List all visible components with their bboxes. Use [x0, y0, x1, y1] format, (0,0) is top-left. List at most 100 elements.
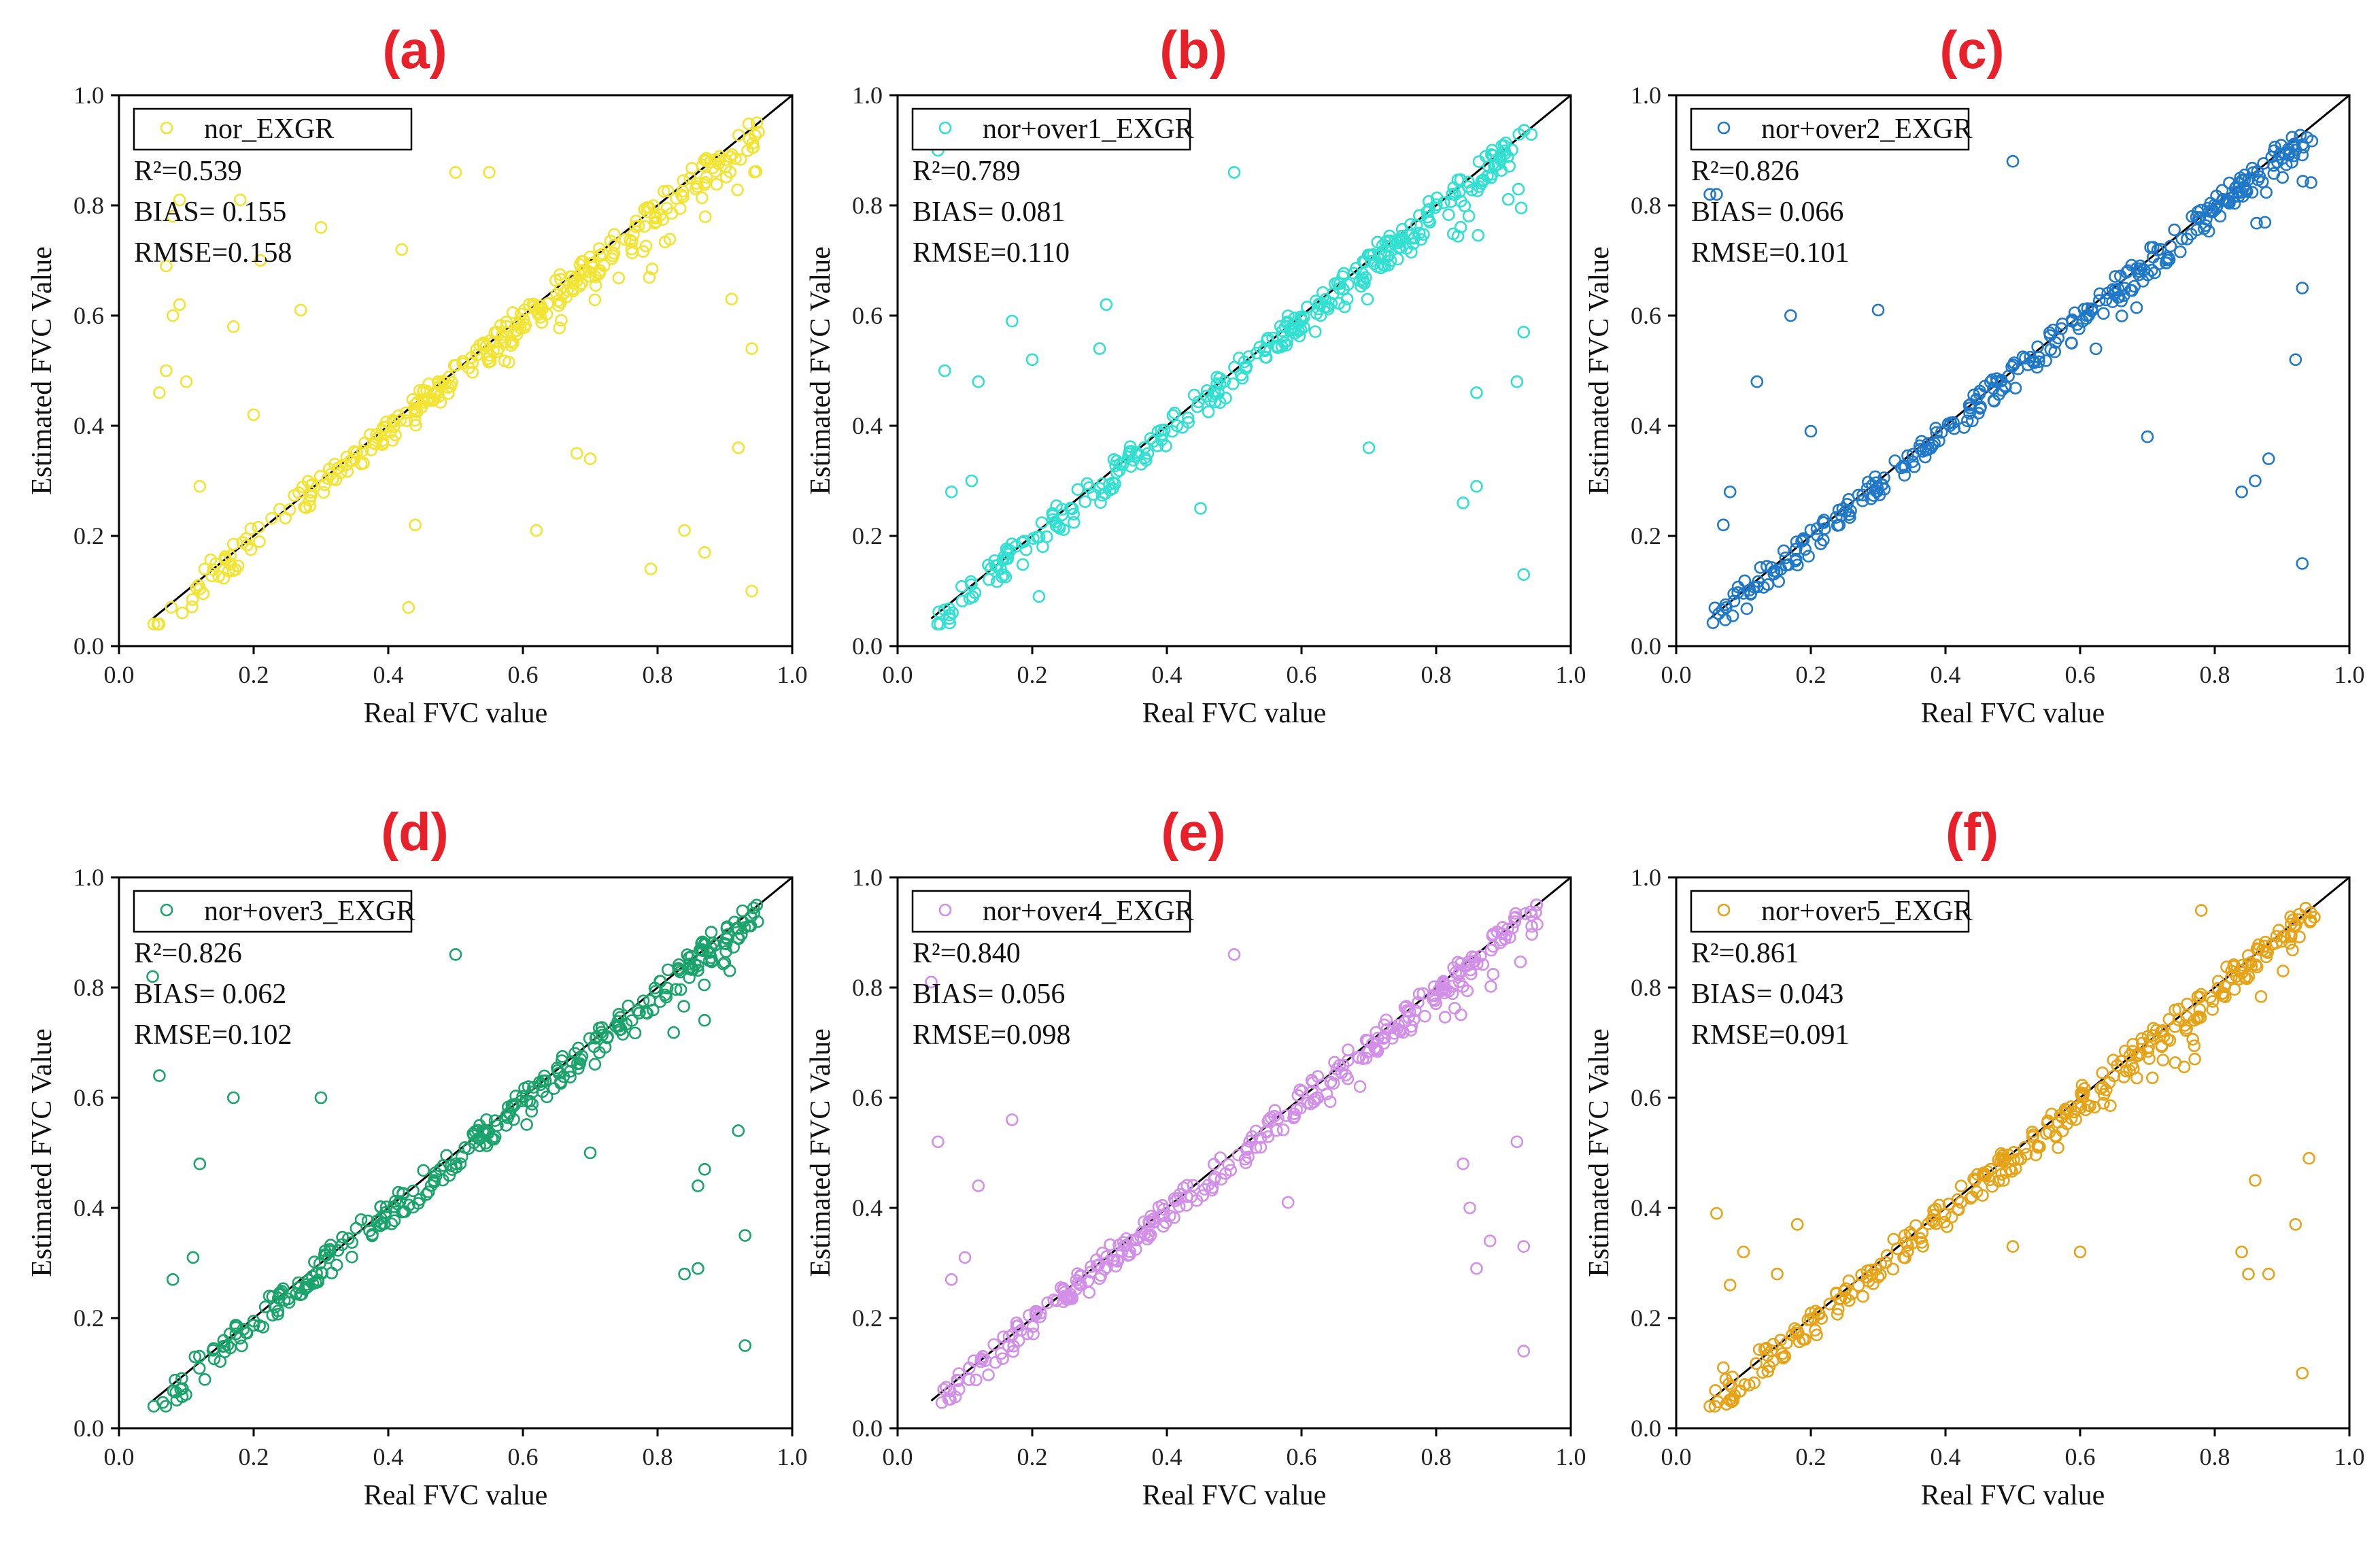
- data-point: [2099, 1083, 2113, 1097]
- data-point: [1898, 469, 1911, 482]
- data-point: [1774, 1334, 1787, 1347]
- data-point: [1387, 1020, 1399, 1034]
- data-point: [748, 165, 761, 179]
- data-point: [683, 962, 696, 975]
- data-point: [698, 210, 712, 224]
- data-point: [1006, 1328, 1019, 1341]
- data-point: [223, 1327, 237, 1341]
- y-tick-label: 1.0: [1631, 864, 1661, 891]
- data-point: [2006, 1240, 2020, 1253]
- data-point: [704, 926, 718, 939]
- data-point: [556, 1050, 569, 1063]
- data-point: [1790, 542, 1803, 556]
- data-point: [657, 185, 670, 198]
- data-point: [2262, 1267, 2275, 1281]
- data-point: [626, 246, 639, 260]
- data-point: [932, 1135, 945, 1149]
- data-point: [233, 193, 247, 207]
- data-point: [1750, 1357, 1763, 1370]
- legend-marker: [160, 903, 173, 917]
- data-point: [1512, 182, 1525, 196]
- data-point: [1200, 384, 1214, 397]
- data-point: [490, 326, 504, 339]
- data-point: [520, 1118, 533, 1131]
- data-point: [1405, 1020, 1418, 1033]
- data-point: [1253, 341, 1266, 354]
- data-point: [2049, 336, 2062, 349]
- data-point: [2194, 988, 2208, 1001]
- data-point: [2206, 995, 2220, 1008]
- data-point: [2296, 1366, 2309, 1380]
- data-point: [2118, 282, 2132, 295]
- data-point: [1788, 1322, 1801, 1335]
- data-point: [1761, 1365, 1775, 1378]
- data-point: [1491, 925, 1504, 939]
- data-point: [2179, 1024, 2193, 1037]
- legend-label: nor+over4_EXGR: [983, 896, 1194, 927]
- data-point: [612, 1008, 626, 1021]
- data-point: [1276, 1123, 1290, 1136]
- data-point: [1202, 405, 1215, 418]
- data-point: [500, 320, 513, 333]
- data-point: [555, 314, 568, 327]
- data-point: [698, 1162, 711, 1176]
- data-point: [1316, 286, 1329, 299]
- data-point: [160, 364, 173, 377]
- data-point: [1777, 544, 1790, 558]
- data-point: [2188, 1013, 2201, 1027]
- data-point: [2208, 199, 2222, 212]
- data-point: [2096, 1080, 2109, 1094]
- data-point: [935, 1396, 949, 1409]
- data-point: [173, 298, 186, 311]
- panel-f: (f) 0.0 0.2 0.4 0.6 0.8 1.0 0.0 0.2 0.4 0.6 0.8 1.0…: [1578, 796, 2366, 1557]
- data-point: [1801, 1313, 1815, 1326]
- data-point: [1254, 1131, 1268, 1145]
- data-point: [698, 1013, 711, 1027]
- x-tick-label: 0.2: [239, 1443, 269, 1470]
- data-point: [1880, 1256, 1892, 1269]
- data-point: [2026, 1130, 2039, 1143]
- data-point: [1353, 1080, 1367, 1093]
- data-point: [308, 1256, 321, 1268]
- data-point: [2104, 1099, 2117, 1112]
- data-point: [314, 221, 328, 234]
- data-point: [467, 1136, 481, 1149]
- data-point: [2194, 904, 2208, 917]
- data-point: [1482, 160, 1495, 173]
- data-point: [2144, 241, 2157, 254]
- data-point: [1142, 1215, 1155, 1228]
- data-point: [1719, 1372, 1733, 1386]
- x-tick-label: 0.8: [643, 1443, 673, 1470]
- data-point: [2284, 930, 2298, 943]
- x-tick-label: 0.6: [2065, 661, 2096, 688]
- data-point: [2236, 958, 2249, 972]
- data-point: [193, 582, 207, 596]
- x-tick-label: 0.8: [2200, 661, 2230, 688]
- data-point: [444, 1159, 458, 1173]
- data-point: [1510, 1135, 1524, 1149]
- data-point: [2239, 182, 2253, 196]
- data-point: [2097, 307, 2110, 320]
- data-point: [696, 191, 709, 205]
- data-point: [1909, 1219, 1922, 1232]
- data-point: [698, 153, 711, 167]
- data-point: [1367, 248, 1380, 261]
- data-point: [1109, 459, 1122, 473]
- data-point: [938, 364, 951, 377]
- data-point: [2118, 1044, 2132, 1058]
- data-point: [1871, 1270, 1885, 1284]
- data-point: [1139, 454, 1153, 467]
- data-point: [1336, 1058, 1350, 1072]
- data-point: [611, 1015, 624, 1028]
- data-point: [2120, 1064, 2133, 1078]
- data-point: [709, 939, 722, 951]
- data-point: [951, 1373, 964, 1387]
- x-tick-label: 0.0: [883, 1443, 913, 1470]
- y-tick-label: 1.0: [1631, 82, 1661, 109]
- data-point: [2254, 990, 2268, 1003]
- data-point: [2294, 129, 2307, 142]
- data-point: [310, 1267, 323, 1280]
- data-point: [1772, 575, 1786, 588]
- plot-frame: [118, 876, 794, 1430]
- data-point: [2089, 342, 2103, 356]
